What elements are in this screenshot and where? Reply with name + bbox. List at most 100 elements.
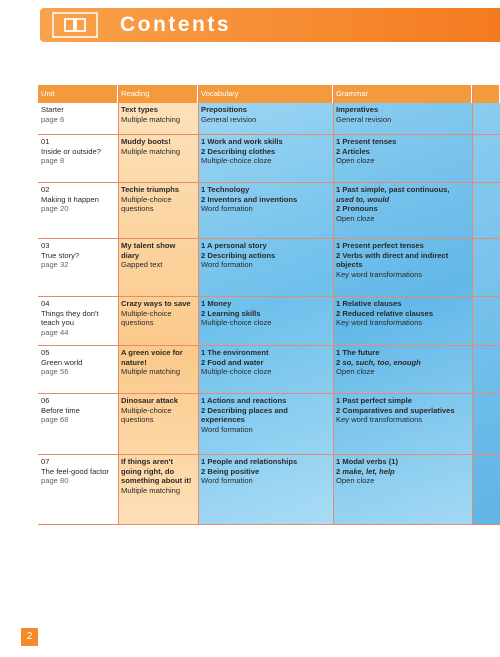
- column-background: [38, 85, 118, 525]
- topic: Prepositions: [201, 105, 247, 114]
- topic: 2 Describing places and experiences: [201, 405, 288, 425]
- topic: 2 Describing clothes: [201, 146, 276, 156]
- table-cell: 04 Things they don't teach you page 44: [38, 297, 118, 346]
- unit-title: Things they don't teach you: [41, 308, 99, 328]
- column-divider: [118, 85, 119, 525]
- unit-title: The feel-good factor: [41, 466, 109, 476]
- topic-text: 1 Past simple, past continuous,: [336, 185, 450, 194]
- topic: 2 Learning skills: [201, 308, 261, 318]
- topic: 1 Modal verbs (1): [336, 457, 399, 466]
- unit-title: True story?: [41, 250, 80, 260]
- table-cell: Prepositions General revision: [198, 103, 333, 135]
- unit-number: 07: [41, 457, 50, 466]
- topic-italic: so, such, too, enough: [342, 357, 421, 367]
- topic: 1 Relative clauses: [336, 299, 402, 308]
- unit-title: Starter: [41, 105, 64, 114]
- table-cell: Muddy boots! Multiple matching: [118, 135, 198, 183]
- column-background: [472, 85, 500, 525]
- column-header: Reading: [118, 85, 198, 103]
- unit-number: 05: [41, 348, 50, 357]
- topic: 2 Being positive: [201, 466, 260, 476]
- topic: 1 A personal story: [201, 241, 267, 250]
- topic: A green voice for nature!: [121, 348, 183, 367]
- column-divider: [333, 85, 334, 525]
- topic: Muddy boots!: [121, 137, 171, 146]
- column-background: [198, 85, 333, 525]
- table-cell: 1 Present perfect tenses 2 Verbs with dir…: [333, 239, 472, 297]
- topic: Crazy ways to save: [121, 299, 191, 308]
- book-icon: [52, 12, 98, 38]
- table-cell: Text types Multiple matching: [118, 103, 198, 135]
- column-background: [118, 85, 198, 525]
- topic: 2 Describing actions: [201, 250, 276, 260]
- task-type: Word formation: [201, 204, 253, 214]
- table-cell-extra: [472, 394, 500, 455]
- table-cell: 1 The environment 2 Food and water Multipl…: [198, 346, 333, 394]
- topic: 2 Articles: [336, 146, 370, 156]
- task-type: Multiple-choice cloze: [201, 367, 272, 377]
- topic: 2 Food and water: [201, 357, 264, 367]
- topic: Techie triumphs: [121, 185, 180, 194]
- task-type: Multiple-choice questions: [121, 308, 172, 328]
- table-cell: 07 The feel-good factor page 80: [38, 455, 118, 525]
- task-type: Multiple-choice questions: [121, 194, 172, 214]
- table-cell-extra: [472, 346, 500, 394]
- topic-text: 2: [336, 357, 341, 367]
- table-cell: 1 Past perfect simple 2 Comparatives and …: [333, 394, 472, 455]
- topic: 2 Comparatives and superlatives: [336, 405, 455, 415]
- unit-page: page 32: [41, 260, 69, 270]
- task-type: Open cloze: [336, 156, 375, 166]
- unit-number: 03: [41, 241, 50, 250]
- table-cell: 1 Modal verbs (1) 2 make, let, help Open c…: [333, 455, 472, 525]
- topic: 1 Present tenses: [336, 137, 397, 146]
- column-header: Unit: [38, 85, 118, 103]
- table-cell: Techie triumphs Multiple-choice questions: [118, 183, 198, 239]
- unit-page: page 68: [41, 415, 69, 425]
- task-type: Key word transformations: [336, 318, 423, 328]
- unit-title: Inside or outside?: [41, 146, 101, 156]
- topic: 2 Inventors and inventions: [201, 194, 298, 204]
- task-type: Key word transformations: [336, 269, 423, 279]
- table-cell-extra: [472, 239, 500, 297]
- column-header: Grammar: [333, 85, 472, 103]
- topic: 2 Pronouns: [336, 204, 378, 214]
- topic-text: 2: [336, 466, 341, 476]
- task-type: Multiple matching: [121, 146, 181, 156]
- unit-page: page 8: [41, 156, 65, 166]
- table-cell: 1 Technology 2 Inventors and inventions Wo…: [198, 183, 333, 239]
- topic: 1 Work and work skills: [201, 137, 283, 146]
- table-cell: 01 Inside or outside? page 8: [38, 135, 118, 183]
- task-type: General revision: [336, 114, 392, 124]
- task-type: Multiple-choice cloze: [201, 156, 272, 166]
- table-cell-extra: [472, 455, 500, 525]
- task-type: Multiple-choice cloze: [201, 318, 272, 328]
- header-bar: [40, 8, 500, 42]
- table-cell: My talent show diary Gapped text: [118, 239, 198, 297]
- task-type: Word formation: [201, 260, 253, 270]
- page-title: Contents: [120, 13, 231, 36]
- topic: If things aren't going right, do somethi…: [121, 457, 192, 486]
- table-cell: 1 Present tenses 2 Articles Open cloze: [333, 135, 472, 183]
- table-cell-extra: [472, 297, 500, 346]
- table-cell-extra: [472, 183, 500, 239]
- task-type: Open cloze: [336, 476, 375, 486]
- topic: 1 The environment: [201, 348, 269, 357]
- table-cell: 06 Before time page 68: [38, 394, 118, 455]
- topic: 2 so, such, too, enough: [336, 358, 469, 368]
- topic: 1 Past perfect simple: [336, 396, 412, 405]
- topic: 1 Past simple, past continuous, used to,…: [336, 185, 469, 204]
- table-cell: 1 Work and work skills 2 Describing cloth…: [198, 135, 333, 183]
- topic: Imperatives: [336, 105, 379, 114]
- topic: 1 Technology: [201, 185, 250, 194]
- topic: 1 People and relationships: [201, 457, 298, 466]
- column-header-extra: [472, 85, 500, 103]
- topic: My talent show diary: [121, 241, 176, 260]
- task-type: Gapped text: [121, 260, 163, 270]
- task-type: Open cloze: [336, 367, 375, 377]
- column-header: Vocabulary: [198, 85, 333, 103]
- unit-number: 06: [41, 396, 50, 405]
- table-cell: 1 Actions and reactions 2 Describing plac…: [198, 394, 333, 455]
- topic: 2 Verbs with direct and indirect objects: [336, 250, 449, 270]
- column-background: [333, 85, 472, 525]
- unit-number: 02: [41, 185, 50, 194]
